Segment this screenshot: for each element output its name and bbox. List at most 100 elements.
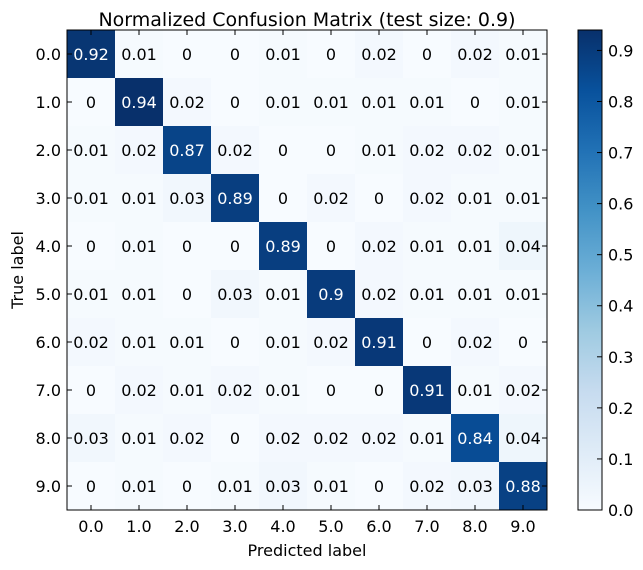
cell-value-label: 0 [86, 477, 96, 496]
cell-value-label: 0.84 [457, 429, 493, 448]
heatmap-cell [451, 462, 500, 511]
cell-value-label: 0.02 [409, 141, 445, 160]
cell-value-label: 0.04 [505, 237, 541, 256]
heatmap-cell [67, 174, 116, 223]
colorbar-tick-label: 0.0 [608, 501, 633, 520]
cell-value-label: 0.01 [265, 333, 301, 352]
heatmap-cell [451, 78, 500, 127]
colorbar-tick-label: 0.9 [608, 41, 633, 60]
cell-value-label: 0.02 [121, 381, 157, 400]
heatmap-cell [163, 78, 212, 127]
cell-value-label: 0.01 [505, 285, 541, 304]
cell-value-label: 0.01 [361, 93, 397, 112]
x-tick-label: 5.0 [318, 517, 343, 536]
cell-value-label: 0 [374, 189, 384, 208]
heatmap-cell [259, 366, 308, 415]
cell-value-label: 0 [230, 237, 240, 256]
heatmap-cell [115, 126, 164, 175]
cell-value-label: 0.01 [313, 93, 349, 112]
heatmap-cell [403, 318, 452, 367]
heatmap-cell [115, 462, 164, 511]
heatmap-cell [67, 462, 116, 511]
heatmap-cell [403, 414, 452, 463]
cell-value-label: 0 [182, 237, 192, 256]
x-tick-label: 2.0 [174, 517, 199, 536]
cell-value-label: 0.02 [457, 333, 493, 352]
heatmap-cell [355, 126, 404, 175]
heatmap-cell [355, 318, 404, 367]
cell-value-label: 0.91 [361, 333, 397, 352]
cell-value-label: 0.03 [73, 429, 109, 448]
cell-value-label: 0.02 [409, 189, 445, 208]
cell-value-label: 0.01 [73, 141, 109, 160]
y-tick-label: 2.0 [36, 141, 61, 160]
cell-value-label: 0.88 [505, 477, 541, 496]
cell-value-label: 0 [326, 45, 336, 64]
cell-value-label: 0.01 [217, 477, 253, 496]
cell-value-label: 0.01 [169, 381, 205, 400]
heatmap-cell [499, 462, 548, 511]
cell-value-label: 0.01 [121, 285, 157, 304]
cell-value-label: 0.02 [505, 381, 541, 400]
colorbar-tick-label: 0.8 [608, 92, 633, 111]
cell-value-label: 0 [86, 93, 96, 112]
cell-value-label: 0.01 [121, 333, 157, 352]
cell-value-label: 0.02 [313, 333, 349, 352]
cell-value-label: 0.02 [217, 381, 253, 400]
cell-value-label: 0.02 [169, 93, 205, 112]
y-axis-ticks: 0.0 1.0 2.0 3.0 4.0 5.0 6.0 7.0 8.0 9.0 [36, 45, 547, 496]
y-tick-label: 7.0 [36, 381, 61, 400]
heatmap-cell [403, 462, 452, 511]
cell-value-label: 0.02 [217, 141, 253, 160]
heatmap-cell [163, 366, 212, 415]
y-tick-label: 8.0 [36, 429, 61, 448]
heatmap-cell [307, 462, 356, 511]
heatmap-cell [211, 30, 260, 79]
colorbar-tick-label: 0.2 [608, 399, 633, 418]
cell-value-label: 0.02 [313, 429, 349, 448]
heatmap-cell [259, 126, 308, 175]
cell-value-label: 0.02 [361, 429, 397, 448]
heatmap-cell [499, 30, 548, 79]
heatmap-cell [115, 270, 164, 319]
x-axis-label: Predicted label [248, 541, 367, 560]
heatmap-cell [307, 78, 356, 127]
heatmap-cell [163, 270, 212, 319]
heatmap-cell [451, 366, 500, 415]
cell-value-label: 0.02 [313, 189, 349, 208]
heatmap-cell [403, 30, 452, 79]
cell-value-label: 0.03 [169, 189, 205, 208]
heatmap-cell [211, 414, 260, 463]
heatmap-cell [163, 222, 212, 271]
cell-value-label: 0 [86, 381, 96, 400]
heatmap-cell [163, 30, 212, 79]
heatmap-cell [211, 78, 260, 127]
heatmap-cell [67, 318, 116, 367]
heatmap-cell [115, 78, 164, 127]
cell-value-label: 0.01 [121, 237, 157, 256]
cell-value-label: 0.01 [457, 237, 493, 256]
cell-value-label: 0.94 [121, 93, 157, 112]
cell-value-label: 0.02 [457, 45, 493, 64]
colorbar-tick-label: 0.3 [608, 348, 633, 367]
heatmap-cell [163, 414, 212, 463]
cell-value-label: 0.89 [265, 237, 301, 256]
cell-value-label: 0 [86, 237, 96, 256]
heatmap-cell [211, 270, 260, 319]
heatmap-cell [499, 174, 548, 223]
cell-value-label: 0.01 [265, 45, 301, 64]
heatmap-cell [163, 318, 212, 367]
cell-value-label: 0.02 [73, 333, 109, 352]
heatmap-cell [67, 366, 116, 415]
cell-value-label: 0.01 [457, 381, 493, 400]
heatmap-cell [403, 78, 452, 127]
chart-title: Normalized Confusion Matrix (test size: … [98, 9, 515, 31]
x-tick-label: 8.0 [462, 517, 487, 536]
heatmap-cell [451, 126, 500, 175]
x-tick-label: 9.0 [510, 517, 535, 536]
heatmap-cell [307, 414, 356, 463]
cell-value-label: 0 [470, 93, 480, 112]
heatmap-cell [355, 30, 404, 79]
cell-value-label: 0.01 [505, 141, 541, 160]
cell-value-label: 0.01 [265, 285, 301, 304]
